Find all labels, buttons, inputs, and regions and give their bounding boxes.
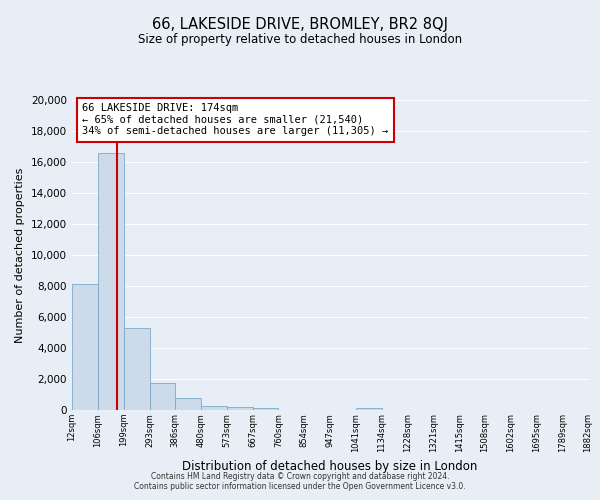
- X-axis label: Distribution of detached houses by size in London: Distribution of detached houses by size …: [182, 460, 478, 473]
- Bar: [175, 398, 201, 410]
- Text: Contains public sector information licensed under the Open Government Licence v3: Contains public sector information licen…: [134, 482, 466, 491]
- Bar: [201, 406, 227, 410]
- Bar: [149, 383, 175, 410]
- Bar: [124, 328, 149, 410]
- Text: 66 LAKESIDE DRIVE: 174sqm
← 65% of detached houses are smaller (21,540)
34% of s: 66 LAKESIDE DRIVE: 174sqm ← 65% of detac…: [82, 103, 389, 136]
- Bar: [98, 152, 124, 410]
- Bar: [72, 284, 98, 410]
- Text: 66, LAKESIDE DRIVE, BROMLEY, BR2 8QJ: 66, LAKESIDE DRIVE, BROMLEY, BR2 8QJ: [152, 18, 448, 32]
- Bar: [227, 406, 253, 410]
- Bar: [356, 408, 382, 410]
- Y-axis label: Number of detached properties: Number of detached properties: [16, 168, 25, 342]
- Text: Size of property relative to detached houses in London: Size of property relative to detached ho…: [138, 32, 462, 46]
- Bar: [253, 408, 278, 410]
- Text: Contains HM Land Registry data © Crown copyright and database right 2024.: Contains HM Land Registry data © Crown c…: [151, 472, 449, 481]
